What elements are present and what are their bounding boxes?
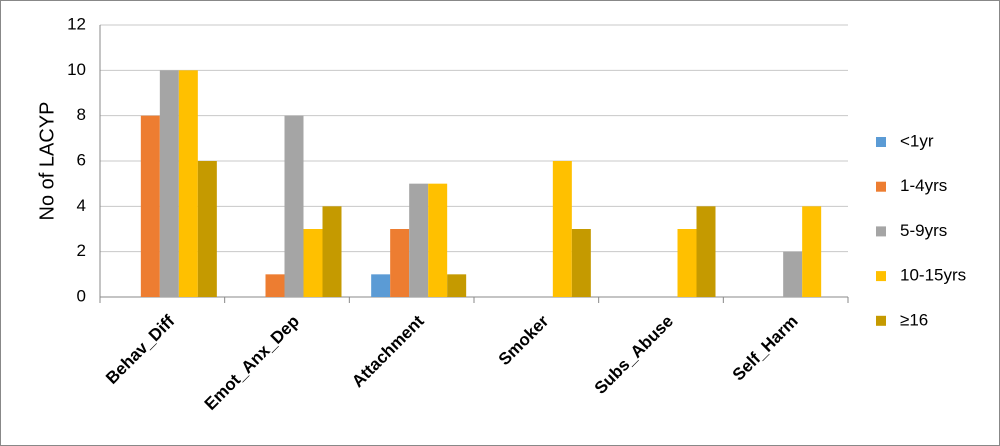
bar (783, 251, 803, 297)
legend-swatch (876, 271, 886, 282)
y-tick-label: 8 (77, 105, 86, 124)
legend-swatch (876, 315, 886, 326)
bar (178, 70, 198, 297)
bar (390, 229, 410, 297)
bar (303, 229, 323, 297)
bar (447, 274, 467, 297)
bar (409, 183, 429, 297)
legend-swatch (876, 137, 886, 147)
bar (140, 115, 160, 298)
y-tick-label: 6 (77, 150, 86, 169)
bar (371, 274, 391, 297)
y-tick-label: 2 (77, 241, 86, 260)
bar (677, 229, 697, 297)
y-axis-label: No of LACYP (36, 102, 58, 221)
bar (197, 161, 217, 297)
y-tick-label: 10 (67, 60, 86, 79)
legend-label: 1-4yrs (900, 176, 947, 195)
legend-swatch (876, 226, 886, 237)
bar (571, 229, 591, 297)
bar (552, 161, 572, 297)
legend-label: <1yr (900, 131, 934, 150)
bar (802, 206, 822, 297)
bar (696, 206, 716, 297)
legend-label: 5-9yrs (900, 221, 947, 240)
bar (159, 70, 179, 297)
bar (428, 183, 448, 297)
legend-label: ≥16 (900, 310, 928, 329)
y-tick-label: 4 (77, 196, 86, 215)
y-tick-label: 12 (67, 14, 86, 33)
bar (284, 115, 304, 298)
bar (265, 274, 285, 297)
bar (322, 206, 342, 297)
legend-label: 10-15yrs (900, 266, 966, 285)
y-tick-label: 0 (77, 286, 86, 305)
legend-swatch (876, 181, 886, 192)
